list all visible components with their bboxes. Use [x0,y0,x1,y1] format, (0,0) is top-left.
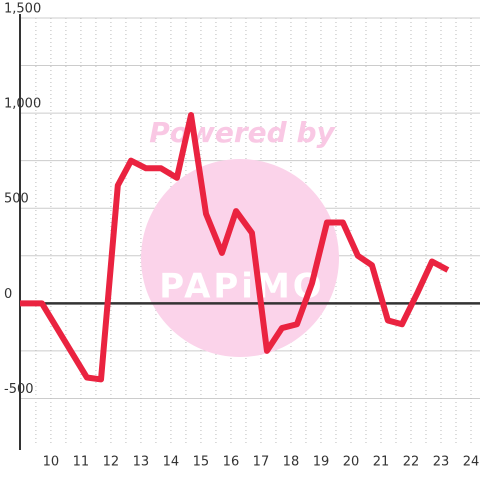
x-tick-label: 21 [373,455,390,470]
y-tick-label: -500 [4,382,34,397]
x-tick-label: 12 [103,455,120,470]
x-tick-label: 22 [403,455,420,470]
x-tick-label: 18 [283,455,300,470]
watermark-logo: PAPiMO [159,267,324,307]
line-series [20,112,450,383]
y-tick-label: 500 [4,192,29,207]
y-tick-label: 1,000 [4,97,41,112]
watermark-text: Powered by [149,116,336,149]
y-tick-label: 0 [4,287,12,302]
x-tick-label: 16 [223,455,240,470]
x-tick-label: 20 [343,455,360,470]
x-tick-label: 17 [253,455,270,470]
x-tick-label: 15 [193,455,210,470]
x-tick-label: 14 [163,455,180,470]
x-tick-label: 23 [433,455,450,470]
x-tick-label: 19 [313,455,330,470]
x-tick-label: 13 [133,455,150,470]
x-tick-label: 24 [463,455,480,470]
y-tick-label: 1,500 [4,2,41,17]
x-tick-label: 11 [73,455,90,470]
watermark-circle [141,159,339,357]
x-tick-label: 10 [43,455,60,470]
